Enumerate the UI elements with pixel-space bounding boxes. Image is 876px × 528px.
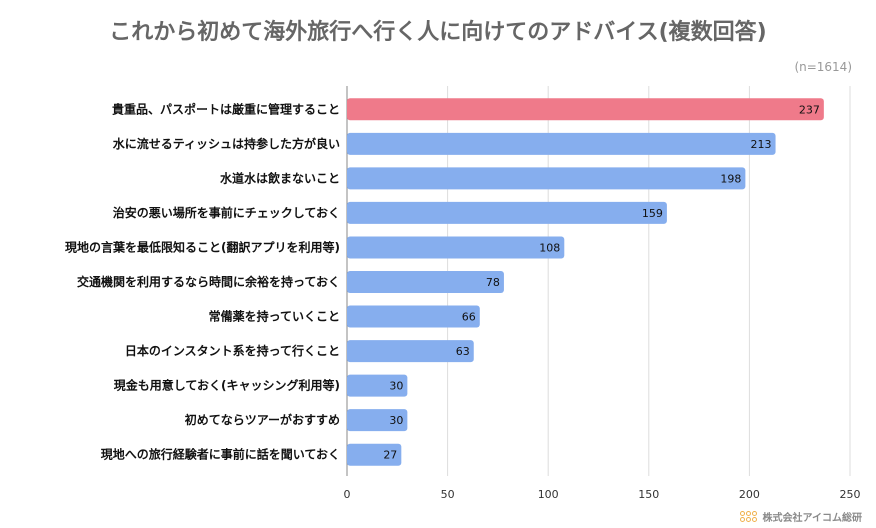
bar [347,409,408,432]
category-label: 現金も用意しておく(キャッシング利用等) [114,378,340,393]
value-label: 78 [486,276,500,289]
bar [347,236,565,259]
company-logo-icon [739,511,757,522]
footer-brand: 株式会社アイコム総研 [739,509,863,524]
x-tick-label: 100 [538,488,559,501]
value-labels: 237 213 198 159 108 78 66 63 30 30 27 [383,103,820,461]
x-axis-ticks: 0 50 100 150 200 250 [344,488,861,501]
category-label: 常備薬を持っていくこと [209,309,340,324]
bar [347,443,402,466]
category-label: 水道水は飲まないこと [220,170,340,185]
category-label: 現地の言葉を最低限知ること(翻訳アプリを利用等) [65,239,340,254]
value-label: 159 [642,207,663,220]
bar [347,374,408,397]
x-tick-label: 250 [840,488,861,501]
category-label: 初めてならツアーがおすすめ [185,412,340,427]
bar [347,271,504,293]
bar [347,305,480,328]
value-label: 108 [539,241,560,254]
bar [347,98,824,121]
category-label: 貴重品、パスポートは厳重に管理すること [112,101,340,116]
category-label: 日本のインスタント系を持って行くこと [125,343,340,358]
bar [347,167,746,190]
category-labels: 貴重品、パスポートは厳重に管理すること水に流せるティッシュは持参した方が良い水道… [65,101,340,461]
value-label: 237 [799,103,820,116]
category-label: 現地への旅行経験者に事前に話を聞いておく [101,447,340,462]
x-tick-label: 150 [638,488,659,501]
bars [347,98,824,466]
value-label: 198 [720,172,741,185]
category-label: 交通機関を利用するなら時間に余裕を持っておく [77,274,340,289]
category-label: 治安の悪い場所を事前にチェックしておく [113,205,340,220]
bar [347,201,667,224]
x-tick-label: 0 [344,488,351,501]
value-label: 213 [751,138,772,151]
value-label: 63 [456,345,470,358]
value-label: 27 [383,449,397,462]
x-tick-label: 50 [441,488,455,501]
value-label: 30 [389,414,403,427]
category-label: 水に流せるティッシュは持参した方が良い [113,136,340,151]
sample-size-note: (n=1614) [794,60,852,74]
chart-title: これから初めて海外旅行へ行く人に向けてのアドバイス(複数回答) [109,20,767,45]
value-label: 30 [389,380,403,393]
value-label: 66 [462,311,476,324]
x-tick-label: 200 [739,488,760,501]
bar [347,340,474,363]
brand-name: 株式会社アイコム総研 [762,513,863,524]
bar [347,132,776,155]
